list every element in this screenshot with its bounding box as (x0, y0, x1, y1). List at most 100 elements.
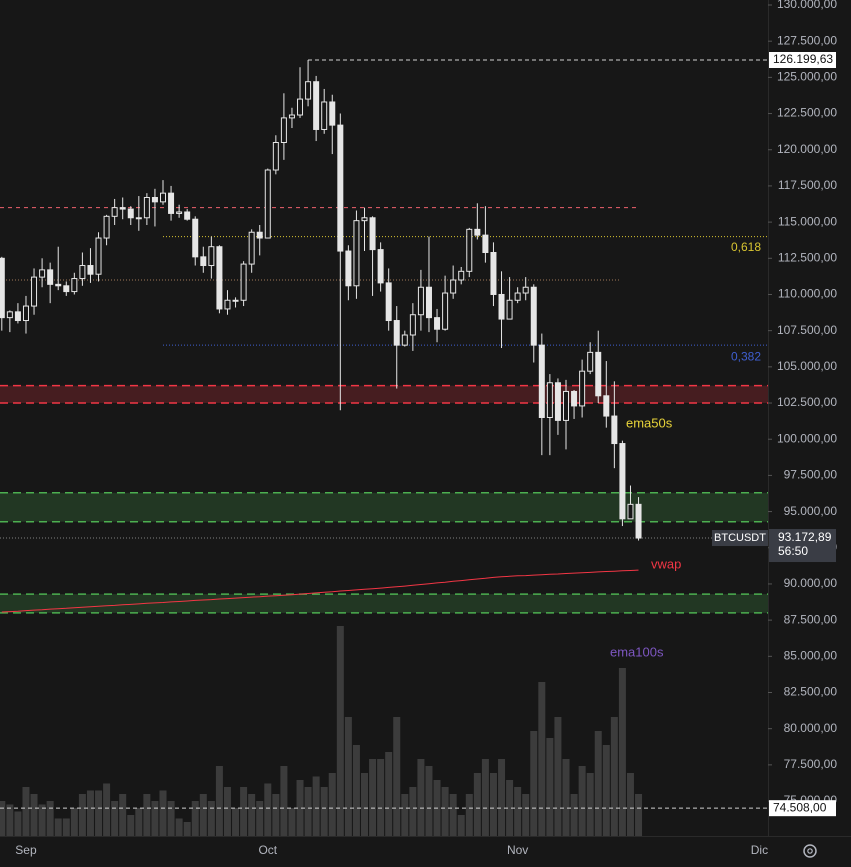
volume-bar (409, 787, 417, 836)
zone (0, 385, 768, 404)
high-marker-label: 126.199,63 (773, 52, 833, 66)
candle-body (450, 279, 457, 294)
low-marker-label: 74.508,00 (773, 800, 827, 814)
volume-bar (594, 731, 602, 836)
candle-body (530, 286, 537, 346)
candle-body (329, 101, 336, 126)
volume-bar (78, 794, 86, 836)
zone (0, 492, 768, 522)
candle-body (248, 231, 255, 265)
candle-body (571, 390, 578, 407)
volume-bar (175, 818, 183, 836)
volume-bar (498, 759, 506, 836)
candle-body (280, 117, 287, 144)
volume-bar (38, 804, 46, 836)
candle-body (232, 299, 239, 302)
y-tick-label: 107.500,00 (777, 323, 837, 337)
volume-bar (199, 794, 207, 836)
volume-bar (328, 773, 336, 836)
candle-body (184, 211, 191, 220)
candle-body (627, 503, 634, 520)
candle-body (409, 314, 416, 336)
zone (0, 594, 768, 613)
candle-body (22, 305, 29, 322)
candle-body (119, 207, 126, 210)
candle-body (514, 292, 521, 301)
candle-body (192, 218, 199, 258)
candle-body (442, 292, 449, 330)
volume-bar (54, 818, 62, 836)
y-tick-label: 100.000,00 (777, 431, 837, 445)
candle-body (361, 217, 368, 222)
volume-bar (296, 780, 304, 836)
volume-bar (336, 626, 344, 836)
candle-body (458, 270, 465, 281)
volume-bar (465, 794, 473, 836)
y-tick-label: 97.500,00 (784, 468, 838, 482)
indicator-label: ema50s (626, 415, 673, 430)
y-tick-label: 82.500,00 (784, 685, 838, 699)
volume-bar (538, 682, 546, 836)
volume-bar (449, 794, 457, 836)
candle-body (563, 390, 569, 421)
candle-body (103, 215, 110, 239)
volume-bar (288, 808, 296, 836)
y-tick-label: 80.000,00 (784, 721, 838, 735)
volume-bar (481, 759, 489, 836)
candle-body (240, 263, 247, 301)
volume-bar (425, 766, 433, 836)
volume-bar (352, 745, 360, 836)
candle-body (490, 252, 497, 295)
candle-body (31, 276, 38, 307)
candle-body (321, 101, 328, 130)
y-tick-label: 112.500,00 (778, 250, 837, 264)
candle-body (0, 257, 5, 319)
candle-body (151, 197, 158, 203)
volume-bar (30, 794, 38, 836)
volume-bar (119, 794, 127, 836)
candle-body (425, 286, 432, 319)
volume-bar (506, 780, 514, 836)
y-tick-label: 102.500,00 (777, 395, 837, 409)
candle-body (554, 382, 561, 421)
volume-bar (264, 783, 272, 836)
volume-bar (223, 787, 231, 836)
y-tick-label: 115.000,00 (778, 214, 837, 228)
volume-bar (6, 804, 14, 836)
candle-body (498, 293, 505, 320)
gear[interactable] (803, 844, 817, 858)
candle-body (208, 246, 215, 267)
candle-body (466, 228, 473, 272)
volume-bar (159, 790, 167, 836)
gear-hub[interactable] (807, 848, 813, 854)
candle-body (353, 220, 360, 287)
y-tick-label: 90.000,00 (784, 576, 838, 590)
candle-body (63, 285, 70, 293)
candle-body (14, 311, 21, 322)
volume-bar (385, 752, 393, 836)
volume-bar (304, 787, 312, 836)
candle-body (611, 415, 618, 445)
volume-bar (46, 801, 54, 836)
candle-body (135, 217, 142, 220)
candle-body (603, 395, 610, 417)
y-tick-label: 130.000,00 (777, 0, 837, 11)
volume-bar (70, 808, 78, 836)
volume-bar (570, 794, 578, 836)
candle-body (434, 317, 441, 330)
volume-bar (361, 773, 368, 836)
y-tick-label: 125.000,00 (777, 70, 837, 84)
high-marker-box (769, 52, 836, 69)
volume-bar (232, 808, 240, 836)
candle-body (538, 344, 545, 419)
indicator-label: vwap (651, 556, 681, 571)
volume-bar (393, 717, 401, 836)
candle-body (160, 192, 166, 203)
settings-icon[interactable] (803, 844, 817, 858)
x-tick-label: Nov (507, 843, 528, 857)
candle-body (522, 286, 529, 294)
volume-bar (369, 759, 377, 836)
candle-body (506, 299, 513, 320)
